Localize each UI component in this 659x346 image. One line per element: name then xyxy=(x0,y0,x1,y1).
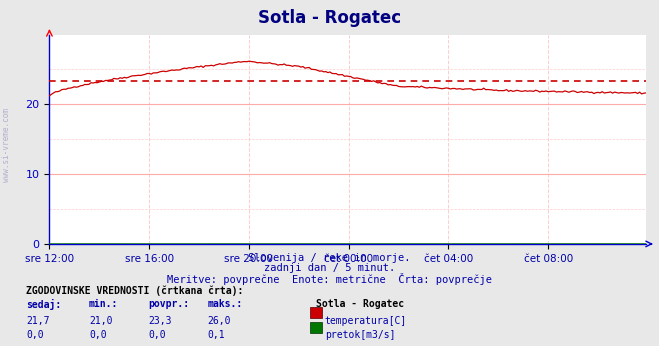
Text: 0,0: 0,0 xyxy=(148,330,166,340)
Text: 0,1: 0,1 xyxy=(208,330,225,340)
Text: 0,0: 0,0 xyxy=(26,330,44,340)
Text: sedaj:: sedaj: xyxy=(26,299,61,310)
Text: 21,0: 21,0 xyxy=(89,316,113,326)
Text: min.:: min.: xyxy=(89,299,119,309)
Text: zadnji dan / 5 minut.: zadnji dan / 5 minut. xyxy=(264,263,395,273)
Text: 26,0: 26,0 xyxy=(208,316,231,326)
Text: maks.:: maks.: xyxy=(208,299,243,309)
Text: Sotla - Rogatec: Sotla - Rogatec xyxy=(258,9,401,27)
Text: temperatura[C]: temperatura[C] xyxy=(325,316,407,326)
Text: Sotla - Rogatec: Sotla - Rogatec xyxy=(316,299,405,309)
Text: Meritve: povprečne  Enote: metrične  Črta: povprečje: Meritve: povprečne Enote: metrične Črta:… xyxy=(167,273,492,285)
Text: 0,0: 0,0 xyxy=(89,330,107,340)
Text: 21,7: 21,7 xyxy=(26,316,50,326)
Text: povpr.:: povpr.: xyxy=(148,299,189,309)
Text: Slovenija / reke in morje.: Slovenija / reke in morje. xyxy=(248,253,411,263)
Text: 23,3: 23,3 xyxy=(148,316,172,326)
Text: pretok[m3/s]: pretok[m3/s] xyxy=(325,330,395,340)
Text: ZGODOVINSKE VREDNOSTI (črtkana črta):: ZGODOVINSKE VREDNOSTI (črtkana črta): xyxy=(26,285,244,296)
Text: www.si-vreme.com: www.si-vreme.com xyxy=(2,108,11,182)
